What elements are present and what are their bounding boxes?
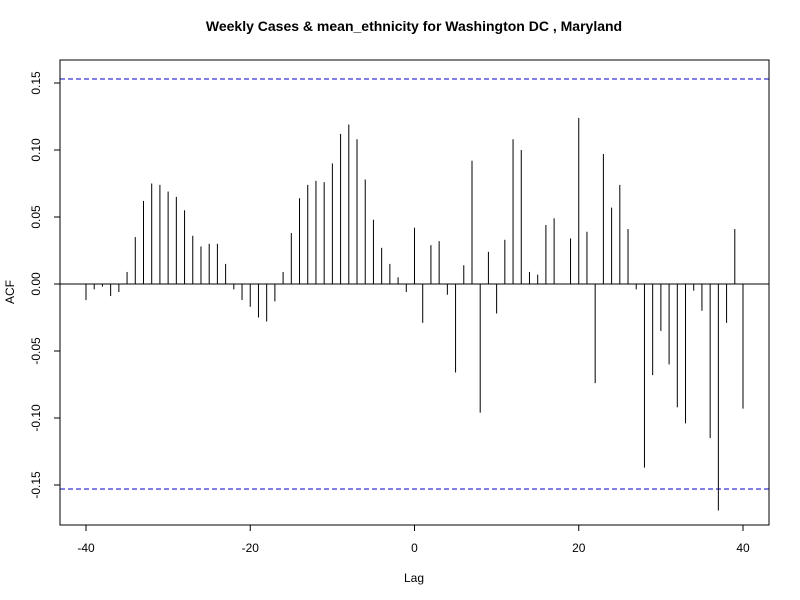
- x-axis-label: Lag: [404, 571, 424, 585]
- y-tick-label: 0.00: [29, 272, 43, 296]
- y-tick-label: 0.05: [29, 205, 43, 229]
- acf-bars: [85, 117, 744, 511]
- x-tick-label: -20: [242, 541, 260, 555]
- x-tick-label: -40: [77, 541, 95, 555]
- y-tick-label: -0.15: [29, 471, 43, 499]
- x-tick-label: 0: [411, 541, 418, 555]
- x-axis: -40 -20 0 20 40: [77, 525, 750, 555]
- y-tick-label: 0.10: [29, 138, 43, 162]
- confidence-bands: [60, 78, 769, 490]
- y-tick-label: -0.10: [29, 404, 43, 432]
- y-axis: -0.15 -0.10 -0.05 0.00 0.05 0.10 0.15: [29, 71, 60, 499]
- y-axis-label: ACF: [3, 280, 17, 304]
- y-tick-label: -0.05: [29, 337, 43, 365]
- x-tick-label: 40: [736, 541, 750, 555]
- x-tick-label: 20: [572, 541, 586, 555]
- chart-title: Weekly Cases & mean_ethnicity for Washin…: [206, 18, 622, 34]
- y-tick-label: 0.15: [29, 71, 43, 95]
- plot-frame: [59, 59, 770, 526]
